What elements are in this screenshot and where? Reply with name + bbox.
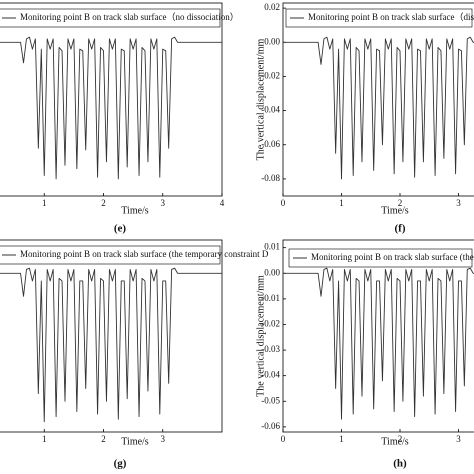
y-tick-label: -0.08 (261, 173, 280, 183)
panel-label: (e) (114, 223, 127, 235)
legend-label: Monitoring point B on track slab surface… (20, 12, 239, 22)
x-tick-label: 2 (398, 434, 403, 444)
x-tick-label: 1 (42, 198, 47, 208)
y-tick-label: 0.00 (264, 36, 280, 46)
legend-label: Monitoring point B on track slab surface… (20, 249, 269, 259)
data-line (283, 267, 474, 420)
y-tick-label: -0.04 (261, 370, 280, 380)
x-tick-label: 1 (339, 198, 344, 208)
y-tick-label: -0.06 (261, 139, 280, 149)
data-line (0, 36, 222, 180)
plot-frame (0, 239, 223, 433)
x-axis-label: Time/s (121, 205, 149, 216)
y-tick-label: -0.03 (261, 344, 280, 354)
y-tick-label: -0.05 (261, 395, 280, 405)
y-tick-label: -0.02 (261, 319, 280, 329)
data-line (0, 267, 222, 423)
x-tick-label: 2 (101, 434, 106, 444)
x-tick-label: 2 (101, 198, 106, 208)
legend-box (285, 8, 473, 28)
data-line (283, 36, 474, 180)
x-tick-label: 4 (220, 198, 225, 208)
x-tick-label: 3 (161, 198, 166, 208)
y-tick-label: -0.04 (261, 105, 280, 115)
x-axis-label: Time/s (121, 436, 149, 447)
y-axis-label: The vertical displacement/mm (255, 38, 266, 160)
x-tick-label: 2 (398, 198, 403, 208)
legend-box (0, 245, 221, 265)
y-axis-label: The vertical displacement/mm (255, 275, 266, 397)
legend-label: Monitoring point B on track slab surface… (311, 252, 474, 262)
x-tick-label: 3 (456, 434, 461, 444)
x-tick-label: 0 (281, 434, 286, 444)
y-tick-label: -0.06 (261, 421, 280, 431)
y-tick-label: 0.00 (264, 267, 280, 277)
panel-label: (h) (393, 458, 407, 470)
y-tick-label: -0.01 (261, 293, 280, 303)
legend-box (0, 8, 221, 28)
panel-label: (f) (395, 223, 406, 235)
x-tick-label: 1 (42, 434, 47, 444)
y-tick-label: 0.02 (264, 2, 280, 12)
x-tick-label: 0 (281, 198, 286, 208)
y-tick-label: -0.02 (261, 71, 280, 81)
x-tick-label: 1 (339, 434, 344, 444)
x-axis-label: Time/s (381, 205, 409, 216)
x-tick-label: 3 (161, 434, 166, 444)
x-tick-label: 3 (456, 198, 461, 208)
panel-label: (g) (114, 458, 127, 470)
legend-box (288, 248, 473, 268)
plot-frame (0, 2, 223, 197)
legend-label: Monitoring point B on track slab surface… (308, 12, 474, 22)
x-axis-label: Time/s (381, 436, 409, 447)
y-tick-label: 0.01 (264, 242, 280, 252)
